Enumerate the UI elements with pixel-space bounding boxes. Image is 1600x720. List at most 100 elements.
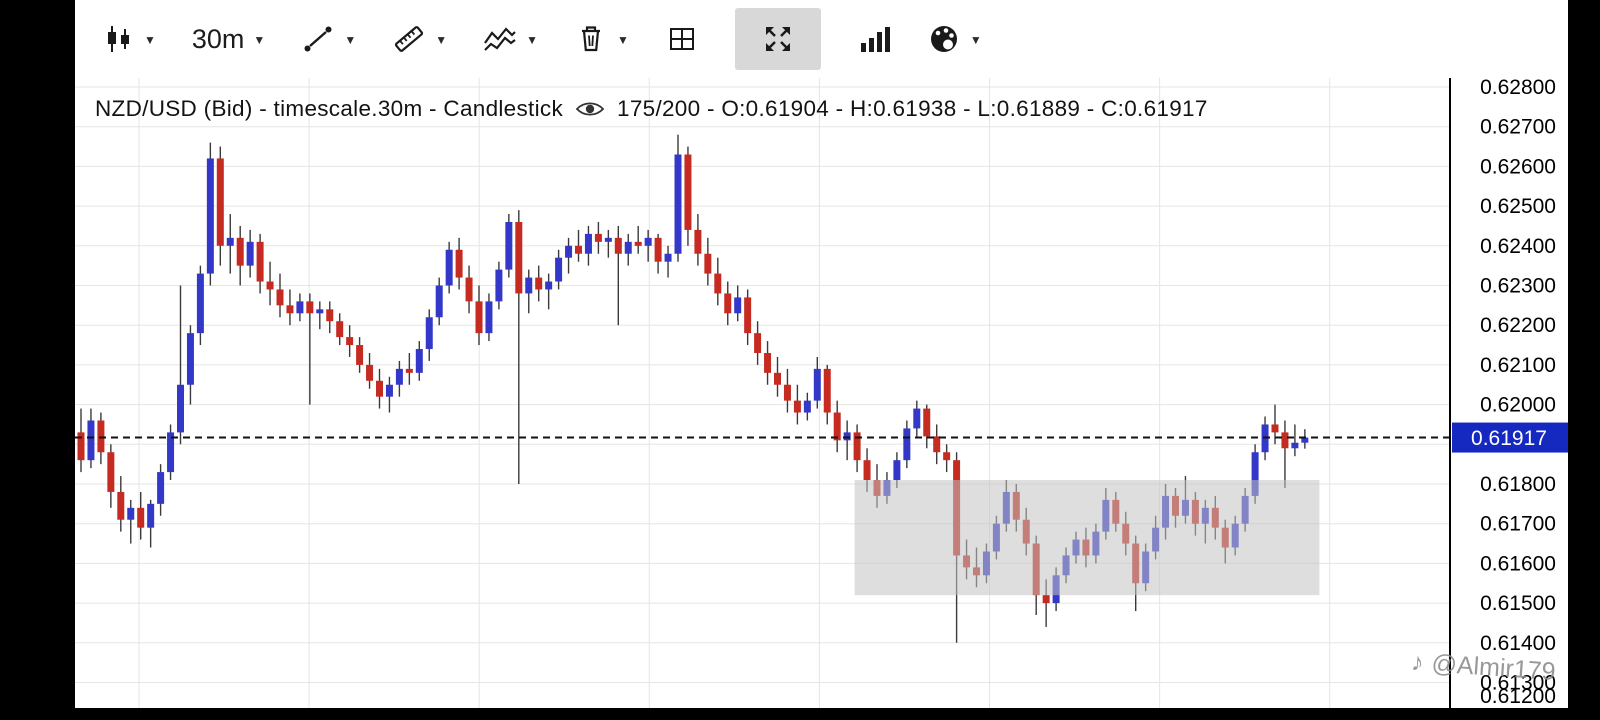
candle-body (385, 384, 393, 397)
chevron-down-icon: ▼ (344, 33, 357, 47)
ruler-icon (395, 26, 424, 52)
candle-body (485, 301, 493, 334)
candle-body (405, 368, 413, 373)
fullscreen-button[interactable] (734, 8, 821, 70)
candle-body (843, 432, 851, 441)
candle-body (913, 408, 921, 429)
timeframe-button[interactable]: 30m ▼ (192, 24, 265, 55)
candle-body (226, 237, 234, 246)
indicators-button[interactable]: ▼ (483, 22, 538, 56)
candle-body (774, 372, 781, 385)
volume-button[interactable] (857, 22, 891, 56)
candle-body (286, 305, 294, 314)
candle-body (813, 368, 821, 401)
candle-body (435, 285, 443, 318)
candle-body (306, 301, 314, 314)
candle-body (157, 472, 165, 504)
candle-body (376, 380, 383, 397)
candle-body (545, 281, 553, 290)
candle-body (803, 400, 811, 413)
indicator-waves-icon (484, 27, 516, 51)
candle-body (107, 452, 115, 492)
trendline-tool-button[interactable]: ▼ (301, 22, 356, 56)
candle-body (823, 368, 831, 413)
price-label: 0.62500 (1480, 195, 1556, 218)
chart-type-button[interactable]: ▼ (101, 22, 156, 56)
chevron-down-icon: ▼ (969, 33, 982, 47)
letterbox-right (1568, 0, 1600, 720)
candle-body (714, 273, 722, 294)
candle-body (336, 321, 344, 338)
price-label: 0.62700 (1480, 116, 1556, 139)
timeframe-label: 30m (191, 23, 245, 54)
candle-body (356, 345, 364, 365)
candle-body (216, 158, 224, 246)
candle-body (575, 245, 582, 254)
candle-body (256, 241, 264, 282)
candle-body (694, 229, 702, 254)
layout-button[interactable] (665, 22, 699, 56)
candle-body (933, 436, 941, 453)
price-label: 0.61700 (1480, 513, 1556, 536)
chevron-down-icon: ▼ (435, 33, 448, 47)
volume-bars-icon (860, 27, 890, 52)
candle-body (196, 273, 204, 334)
candle-body (1271, 424, 1279, 433)
expand-arrows-icon (765, 27, 790, 51)
candle-body (1281, 432, 1289, 449)
price-label: 0.61600 (1480, 552, 1556, 575)
candle-body (276, 289, 284, 306)
candle-body (943, 452, 951, 461)
chevron-down-icon: ▼ (616, 33, 629, 47)
price-label: 0.62200 (1480, 314, 1556, 337)
candlestick-chart[interactable]: 0.62800 0.62700 0.62600 0.62500 0.62400 0.623… (75, 78, 1568, 708)
candle-body (266, 281, 274, 290)
candle-body (236, 237, 244, 266)
letterbox-bottom (0, 708, 1600, 720)
candle-body (455, 249, 463, 278)
candle-body (584, 233, 592, 254)
candle-body (525, 277, 533, 294)
candle-body (177, 384, 184, 433)
candle-body (744, 297, 752, 334)
candle-body (77, 432, 85, 461)
candle-body (793, 400, 801, 413)
candle-body (326, 309, 334, 322)
candle-body (415, 349, 423, 373)
chart-canvas[interactable]: 0.62800 0.62700 0.62600 0.62500 0.62400 0.623… (75, 78, 1568, 708)
candle-body (147, 503, 155, 528)
candle-body (724, 293, 732, 314)
candle-body (346, 337, 354, 346)
chevron-down-icon: ▼ (253, 33, 266, 47)
candle-body (604, 237, 612, 242)
candle-body (654, 237, 662, 262)
letterbox-left (0, 0, 75, 720)
theme-button[interactable]: ▼ (927, 22, 982, 56)
candle-body (783, 384, 791, 401)
candle-body (1291, 442, 1299, 449)
candle-body (445, 249, 453, 286)
candle-body (1301, 437, 1309, 443)
price-label: 0.62600 (1480, 155, 1556, 178)
chevron-down-icon: ▼ (526, 33, 538, 47)
candle-body (167, 432, 175, 473)
price-tag-value: 0.61917 (1471, 427, 1547, 450)
price-axis[interactable] (1450, 78, 1568, 708)
candle-body (893, 460, 901, 481)
candle-body (535, 277, 543, 290)
candle-body (366, 364, 374, 381)
candle-body (674, 154, 682, 254)
candle-body (395, 368, 403, 385)
candle-body (515, 221, 523, 294)
candle-body (495, 269, 503, 302)
highlight-zone[interactable] (854, 480, 1320, 596)
price-label: 0.61400 (1480, 632, 1556, 655)
split-panes-icon (669, 28, 694, 50)
candle-body (206, 158, 214, 274)
ruler-tool-button[interactable]: ▼ (392, 22, 447, 56)
candle-body (684, 154, 692, 230)
trading-app: ▼ 30m ▼ ▼ (75, 0, 1568, 708)
candle-body (296, 301, 304, 314)
delete-button[interactable]: ▼ (574, 22, 629, 56)
candle-body (594, 233, 602, 242)
